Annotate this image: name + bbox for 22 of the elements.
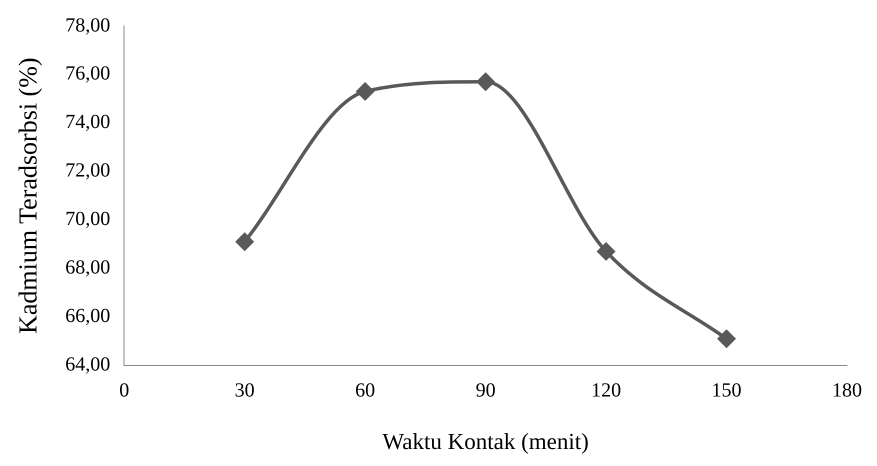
y-tick-label: 64,00 — [65, 354, 110, 376]
y-tick-label: 78,00 — [65, 14, 110, 36]
x-tick-label: 120 — [591, 380, 622, 402]
x-tick-label: 180 — [832, 380, 862, 402]
y-tick-label: 74,00 — [65, 111, 110, 134]
point — [476, 73, 494, 91]
point — [356, 82, 374, 100]
x-axis-title: Waktu Kontak (menit) — [382, 429, 589, 454]
y-tick-label: 76,00 — [65, 62, 110, 85]
point — [236, 233, 254, 251]
point — [718, 330, 736, 348]
x-tick-label: 150 — [712, 380, 742, 402]
x-tick-label: 60 — [355, 380, 376, 402]
point — [597, 242, 615, 260]
x-tick-label: 90 — [476, 380, 496, 402]
y-tick-label: 66,00 — [65, 305, 110, 328]
y-tick-label: 70,00 — [65, 208, 110, 230]
y-axis-title: Kadmium Teradsorbsi (%) — [13, 57, 42, 334]
x-tick-label: 30 — [234, 380, 255, 402]
y-tick-label: 68,00 — [65, 256, 110, 279]
x-tick-label: 0 — [119, 380, 130, 402]
y-tick-label: 72,00 — [65, 160, 110, 182]
